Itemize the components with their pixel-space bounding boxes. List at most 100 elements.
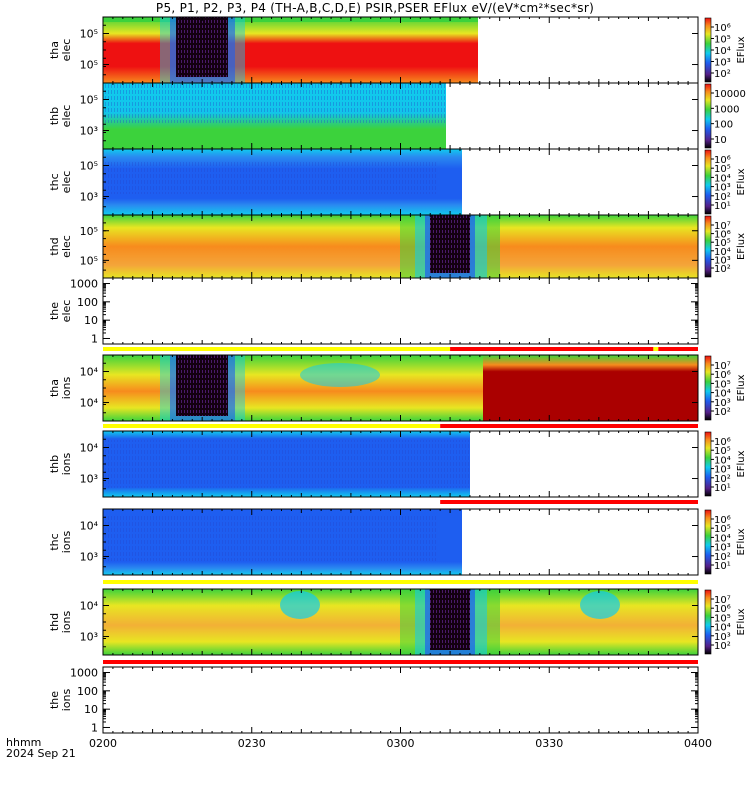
panel-thb-elec xyxy=(103,83,446,149)
mode-bar-segment xyxy=(658,347,698,351)
y-tick-label: 10³ xyxy=(80,551,98,564)
x-axis: 0200 0230 0300 0330 0400 xyxy=(89,737,712,750)
y-tick-label: 10⁵ xyxy=(80,160,98,173)
colorbar-tick-label: 10⁴ xyxy=(714,173,731,184)
colorbar-tick-label: 10⁶ xyxy=(714,515,731,526)
mode-bar-segment xyxy=(653,347,659,351)
panel-label-line2: ions xyxy=(60,610,73,633)
panel-label-line1: tha xyxy=(48,41,61,59)
y-tick-label: 10⁵ xyxy=(80,59,98,72)
panel-label: thb ions xyxy=(48,452,73,475)
panel-label: thb elec xyxy=(48,105,73,128)
colorbar-tick-label: 10³ xyxy=(714,255,731,266)
colorbar-tick-label: 10² xyxy=(714,192,731,203)
panel-label-line2: elec xyxy=(60,105,73,128)
colorbar-tick-label: 10⁶ xyxy=(714,437,731,448)
time-format-label: hhmm xyxy=(6,736,42,749)
x-tick-label: 0400 xyxy=(684,737,712,750)
panel-thd-ions xyxy=(103,589,698,655)
y-tick-label: 1 xyxy=(91,332,98,345)
y-tick-label: 10³ xyxy=(80,125,98,138)
y-tick-label: 10⁵ xyxy=(80,254,98,267)
colorbar-tick-label: 10³ xyxy=(714,632,731,643)
colorbar-tick-label: 10⁴ xyxy=(714,623,731,634)
colorbar-tick-label: 10⁷ xyxy=(714,595,731,606)
colorbar-tick-label: 10⁵ xyxy=(714,446,731,457)
colorbar-tick-label: 10³ xyxy=(714,58,731,69)
colorbar-tick-label: 10⁶ xyxy=(714,370,731,381)
panel-label-line2: elec xyxy=(60,171,73,194)
colorbar-tick-label: 10000 xyxy=(714,89,746,100)
colorbar-label: EFlux xyxy=(736,374,747,401)
colorbar-tick-label: 10² xyxy=(714,407,731,418)
panel-tha-ions xyxy=(103,355,698,421)
colorbar: 10000 1000 100 10 xyxy=(704,83,746,149)
panel-label-line1: thb xyxy=(48,107,61,125)
mode-bar-segment xyxy=(440,424,698,428)
mode-status-bars xyxy=(103,347,698,664)
y-tick-label: 10⁵ xyxy=(80,225,98,238)
colorbar-tick-label: 10⁵ xyxy=(714,613,731,624)
time-axis-caption: hhmm 2024 Sep 21 xyxy=(6,737,76,759)
colorbar-tick-label: 10³ xyxy=(714,398,731,409)
colorbar-tick-label: 10⁵ xyxy=(714,524,731,535)
y-tick-label: 10³ xyxy=(80,631,98,644)
mode-bar-segment xyxy=(103,580,698,584)
y-tick-label: 10⁴ xyxy=(80,442,99,455)
colorbar-tick-label: 1000 xyxy=(714,104,739,115)
y-tick-label: 10 xyxy=(84,314,98,327)
panel-label: thc ions xyxy=(48,530,73,553)
y-tick-label: 10 xyxy=(84,703,98,716)
panel-label: the ions xyxy=(48,688,73,711)
panel-frame xyxy=(102,277,699,345)
colorbar-tick-label: 10⁴ xyxy=(714,247,731,258)
y-tick-label: 1000 xyxy=(70,278,98,291)
colorbar-tick-label: 10⁵ xyxy=(714,35,731,46)
panel-label: thd ions xyxy=(48,610,73,633)
y-tick-label: 10⁴ xyxy=(80,397,99,410)
colorbar-tick-label: 10⁵ xyxy=(714,238,731,249)
colorbar-tick-label: 100 xyxy=(714,120,733,131)
y-tick-label: 10³ xyxy=(80,191,98,204)
colorbar-tick-label: 10² xyxy=(714,641,731,652)
y-tick-label: 10³ xyxy=(80,473,98,486)
panel-label-line1: thb xyxy=(48,455,61,473)
panel-label-line1: thd xyxy=(48,613,61,631)
y-tick-label: 10⁴ xyxy=(80,366,99,379)
panel-label: thc elec xyxy=(48,171,73,194)
mode-bar-segment xyxy=(103,660,698,664)
y-tick-label: 1000 xyxy=(70,667,98,680)
colorbar-label: EFlux xyxy=(736,36,747,63)
colorbar-tick-label: 10² xyxy=(714,264,731,275)
panel-label-line2: elec xyxy=(60,39,73,62)
mode-bar-segment xyxy=(450,347,654,351)
colorbar-tick-label: 10⁴ xyxy=(714,533,731,544)
mode-bar-segment xyxy=(103,347,451,351)
y-tick-label: 1 xyxy=(91,721,98,734)
colorbar-tick-label: 10³ xyxy=(714,465,731,476)
colorbar-tick-label: 10¹ xyxy=(714,201,731,212)
colorbar-tick-label: 10⁶ xyxy=(714,230,731,241)
colorbar-tick-label: 10³ xyxy=(714,183,731,194)
colorbar-label: EFlux xyxy=(736,528,747,555)
colorbar-tick-label: 10³ xyxy=(714,543,731,554)
panel-label-line1: thc xyxy=(48,533,61,550)
colorbar-tick-label: 10² xyxy=(714,474,731,485)
panel-frame xyxy=(102,666,699,734)
y-tick-label: 100 xyxy=(77,685,98,698)
panel-label: tha ions xyxy=(48,376,73,399)
panel-label-line1: thc xyxy=(48,173,61,190)
panel-label-line2: elec xyxy=(60,300,73,323)
colorbar-tick-label: 10⁴ xyxy=(714,46,731,57)
colorbar-label: EFlux xyxy=(736,450,747,477)
panel-label: the elec xyxy=(48,300,73,323)
panel-thc-ions xyxy=(103,509,462,575)
colorbar-tick-label: 10² xyxy=(714,69,731,80)
colorbar-label: EFlux xyxy=(736,168,747,195)
colorbar-tick-label: 10⁶ xyxy=(714,23,731,34)
